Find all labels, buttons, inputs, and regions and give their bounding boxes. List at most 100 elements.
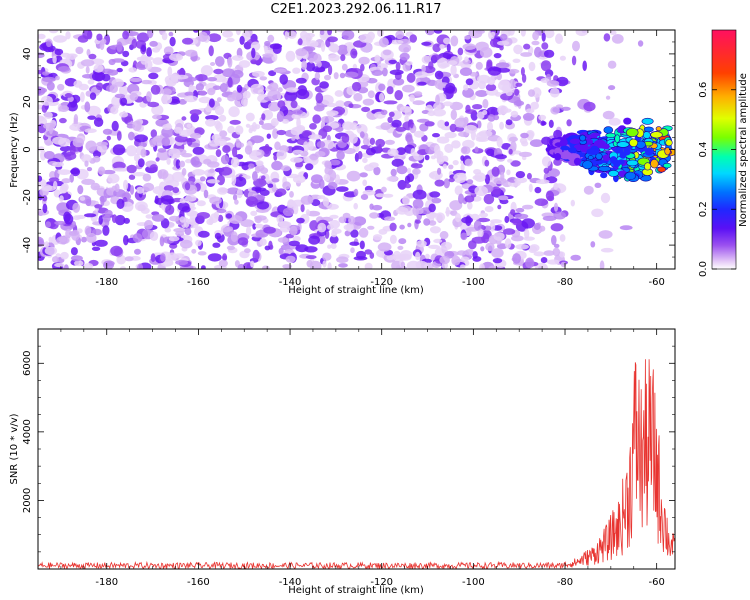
heatmap-noise-cell (80, 236, 88, 243)
heatmap-noise-cell (609, 30, 617, 35)
heatmap-signal-cell (628, 138, 638, 148)
heatmap-noise-cell (102, 214, 111, 223)
heatmap-noise-cell (543, 49, 555, 58)
heatmap-noise-cell (63, 213, 74, 225)
heatmap-noise-cell (553, 202, 559, 212)
heatmap-noise-cell (196, 200, 206, 207)
heatmap-noise-cell (219, 83, 228, 93)
heatmap-noise-cell (151, 104, 164, 116)
heatmap-noise-cell (476, 111, 485, 120)
heatmap-noise-cell (512, 253, 521, 264)
heatmap-noise-cell (552, 247, 560, 257)
heatmap-noise-cell (137, 263, 144, 269)
heatmap-noise-cell (275, 188, 287, 196)
heatmap-noise-cell (432, 43, 442, 53)
heatmap-noise-cell (320, 41, 326, 52)
heatmap-noise-cell (487, 114, 496, 122)
heatmap-noise-cell (405, 132, 413, 143)
y-tick-label: 2000 (22, 488, 33, 513)
heatmap-noise-cell (356, 124, 368, 135)
heatmap-noise-cell (102, 128, 113, 135)
heatmap-noise-cell (459, 67, 473, 76)
heatmap-noise-cell (213, 211, 220, 219)
heatmap-noise-cell (538, 114, 547, 121)
heatmap-noise-cell (396, 165, 408, 175)
heatmap-noise-cell (38, 239, 43, 245)
heatmap-noise-cell (449, 200, 463, 211)
heatmap-noise-cell (388, 111, 395, 118)
heatmap-noise-cell (154, 195, 159, 204)
heatmap-noise-cell (72, 202, 81, 213)
heatmap-noise-cell (551, 235, 557, 246)
heatmap-noise-cell (116, 41, 123, 52)
heatmap-noise-cell (414, 219, 421, 224)
heatmap-noise-cell (106, 187, 115, 196)
heatmap-noise-cell (364, 262, 373, 269)
heatmap-noise-cell (150, 129, 157, 139)
heatmap-signal-cell (579, 134, 586, 142)
heatmap-noise-cell (384, 216, 396, 221)
heatmap-noise-cell (289, 191, 294, 198)
heatmap-signal-cell (603, 126, 614, 134)
heatmap-noise-cell (292, 235, 301, 242)
heatmap-noise-cell (394, 90, 404, 101)
heatmap-noise-cell (515, 244, 529, 250)
heatmap-noise-cell (440, 125, 453, 131)
heatmap-noise-cell (169, 215, 180, 222)
x-tick-label: -100 (462, 277, 485, 288)
heatmap-noise-cell (119, 111, 129, 118)
colorbar-title: Normalized spectral amplitude (738, 73, 749, 227)
heatmap-noise-cell (209, 168, 215, 173)
heatmap-noise-cell (51, 256, 59, 263)
heatmap-noise-cell (497, 204, 502, 210)
heatmap-signal-cell (567, 147, 577, 153)
heatmap-noise-cell (77, 35, 89, 43)
heatmap-noise-cell (490, 31, 496, 37)
heatmap-noise-cell (146, 91, 152, 102)
heatmap-noise-cell (499, 33, 508, 41)
heatmap-noise-cell (53, 35, 67, 43)
heatmap-signal-cell (554, 153, 562, 161)
y-tick-label: 6000 (22, 351, 33, 376)
heatmap-noise-cell (54, 262, 65, 268)
heatmap-noise-cell (400, 261, 406, 268)
heatmap-noise-cell (499, 44, 504, 51)
heatmap-noise-cell (327, 36, 338, 43)
heatmap-noise-cell (220, 154, 230, 165)
heatmap-noise-cell (252, 223, 257, 230)
heatmap-noise-cell (603, 33, 611, 42)
heatmap-noise-cell (402, 195, 410, 206)
heatmap-noise-cell (291, 136, 296, 141)
heatmap-noise-cell (284, 91, 297, 102)
heatmap-noise-cell (205, 118, 216, 127)
heatmap-noise-cell (308, 57, 315, 64)
heatmap-noise-cell (486, 106, 499, 117)
heatmap-noise-cell (160, 195, 174, 205)
heatmap-noise-cell (114, 93, 126, 99)
heatmap-noise-cell (442, 101, 453, 107)
y-tick-label: -20 (22, 189, 33, 205)
heatmap-noise-cell (389, 69, 404, 76)
heatmap-noise-cell (526, 131, 534, 141)
heatmap-noise-cell (386, 86, 394, 95)
heatmap-noise-cell (292, 109, 304, 115)
heatmap-noise-cell (477, 228, 484, 238)
heatmap-noise-cell (389, 222, 397, 232)
heatmap-noise-cell (575, 30, 589, 37)
heatmap-noise-cell (353, 202, 359, 210)
heatmap-noise-cell (344, 71, 359, 78)
heatmap-noise-cell (215, 149, 222, 158)
heatmap-noise-cell (114, 214, 126, 226)
heatmap-noise-cell (506, 169, 511, 176)
heatmap-noise-cell (273, 154, 278, 161)
heatmap-noise-cell (126, 164, 137, 174)
heatmap-noise-cell (474, 146, 479, 153)
heatmap-signal-cell (625, 127, 639, 138)
heatmap-signal-cell (614, 147, 624, 154)
heatmap-noise-cell (570, 199, 575, 207)
heatmap-noise-cell (120, 266, 126, 269)
heatmap-noise-cell (450, 64, 457, 76)
heatmap-noise-cell (531, 40, 540, 46)
heatmap-noise-cell (319, 81, 329, 89)
heatmap-noise-cell (255, 160, 264, 167)
